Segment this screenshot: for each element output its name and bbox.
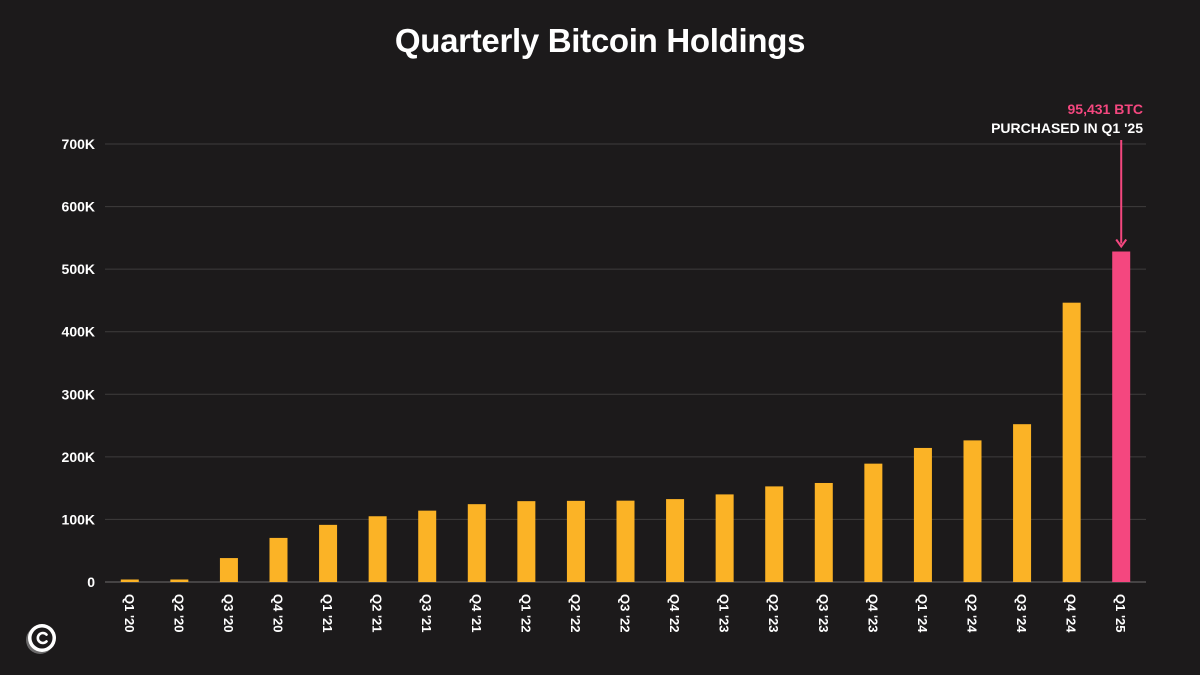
y-tick-label: 300K bbox=[62, 386, 95, 402]
x-tick-label: Q1 '20 bbox=[122, 594, 137, 633]
x-axis-ticks: Q1 '20 Q2 '20 Q3 '20 Q4 '20 Q1 '21 Q2 '21 Q3 '… bbox=[122, 594, 1128, 633]
c-logo-icon bbox=[26, 624, 56, 654]
bar bbox=[616, 500, 635, 582]
x-tick-label: Q4 '20 bbox=[271, 594, 286, 633]
annotation: 95,431 BTC PURCHASED IN Q1 '25 bbox=[991, 101, 1143, 249]
y-tick-label: 200K bbox=[62, 449, 95, 465]
bars bbox=[120, 251, 1131, 583]
x-tick-label: Q4 '21 bbox=[469, 594, 484, 633]
bar bbox=[418, 510, 437, 582]
bar bbox=[269, 537, 288, 582]
y-tick-label: 0 bbox=[87, 574, 95, 590]
bar bbox=[765, 486, 784, 582]
y-axis-ticks: 0 100K 200K 300K 400K 500K 600K 700K bbox=[62, 136, 96, 590]
annotation-arrow-head bbox=[1115, 238, 1128, 249]
x-tick-label: Q3 '24 bbox=[1014, 594, 1029, 633]
x-tick-label: Q3 '20 bbox=[221, 594, 236, 633]
x-tick-label: Q1 '22 bbox=[518, 594, 533, 633]
bar bbox=[1112, 251, 1131, 583]
bar bbox=[566, 500, 585, 582]
x-tick-label: Q2 '21 bbox=[370, 594, 385, 633]
annotation-text: PURCHASED IN Q1 '25 bbox=[991, 120, 1143, 136]
x-tick-label: Q2 '20 bbox=[171, 594, 186, 633]
y-tick-label: 500K bbox=[62, 261, 95, 277]
bar bbox=[1062, 302, 1081, 582]
bar bbox=[120, 579, 139, 582]
x-tick-label: Q3 '23 bbox=[816, 594, 831, 633]
x-tick-label: Q2 '23 bbox=[766, 594, 781, 633]
bar bbox=[963, 440, 982, 582]
annotation-value: 95,431 BTC bbox=[1068, 101, 1143, 117]
x-tick-label: Q1 '23 bbox=[717, 594, 732, 633]
bar bbox=[368, 516, 387, 582]
bar bbox=[319, 524, 338, 582]
y-tick-label: 700K bbox=[62, 136, 95, 152]
y-tick-label: 600K bbox=[62, 199, 95, 215]
bar bbox=[219, 558, 238, 582]
x-tick-label: Q4 '22 bbox=[667, 594, 682, 633]
x-tick-label: Q1 '24 bbox=[915, 594, 930, 633]
x-tick-label: Q4 '24 bbox=[1064, 594, 1079, 633]
bar bbox=[170, 579, 189, 582]
bar bbox=[913, 447, 932, 582]
x-tick-label: Q2 '22 bbox=[568, 594, 583, 633]
bar bbox=[666, 499, 685, 582]
bar bbox=[517, 501, 536, 582]
bar bbox=[467, 504, 486, 582]
chart-title: Quarterly Bitcoin Holdings bbox=[394, 22, 806, 59]
y-tick-label: 400K bbox=[62, 324, 95, 340]
x-tick-label: Q4 '23 bbox=[865, 594, 880, 633]
x-tick-label: Q1 '25 bbox=[1113, 594, 1128, 633]
x-tick-label: Q2 '24 bbox=[965, 594, 980, 633]
x-tick-label: Q3 '21 bbox=[419, 594, 434, 633]
y-tick-label: 100K bbox=[62, 511, 95, 527]
x-tick-label: Q1 '21 bbox=[320, 594, 335, 633]
bar bbox=[814, 482, 833, 582]
x-tick-label: Q3 '22 bbox=[618, 594, 633, 633]
bar bbox=[864, 463, 883, 582]
bar bbox=[1013, 424, 1032, 582]
bar bbox=[715, 494, 734, 582]
